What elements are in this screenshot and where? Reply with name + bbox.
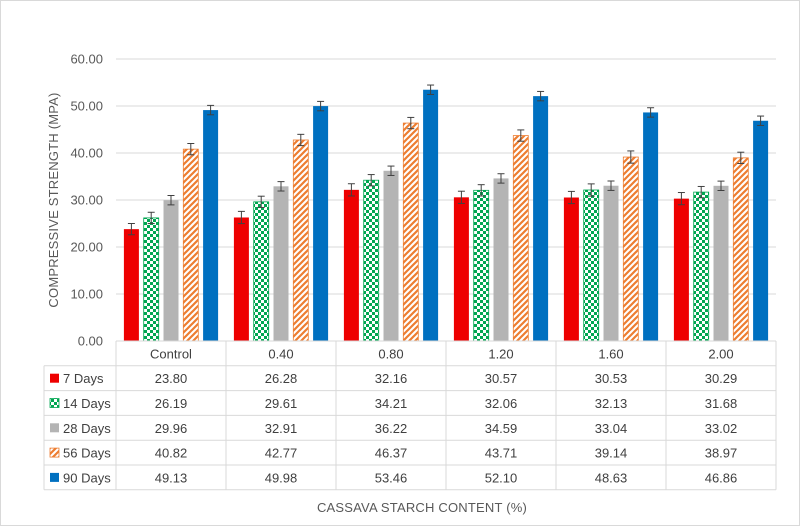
data-label: 32.91	[265, 421, 298, 436]
bar-56-days	[182, 148, 199, 342]
bar-28-days	[383, 170, 399, 341]
bar-14-days	[253, 201, 270, 342]
category-label: 0.40	[268, 346, 293, 361]
bar-7-days	[233, 217, 249, 341]
legend-swatch	[50, 472, 59, 482]
data-label: 32.16	[375, 371, 408, 386]
bar-56-days	[402, 122, 419, 342]
bar-28-days	[493, 178, 509, 341]
bar-56-days	[622, 156, 639, 342]
y-tick-label: 50.00	[70, 99, 103, 114]
y-tick-label: 60.00	[70, 52, 103, 67]
data-label: 34.59	[485, 421, 518, 436]
y-tick-label: 20.00	[70, 240, 103, 255]
data-label: 32.06	[485, 396, 518, 411]
bar-7-days	[123, 229, 139, 341]
bar-7-days	[673, 198, 689, 341]
data-label: 29.61	[265, 396, 298, 411]
category-label: 2.00	[708, 346, 733, 361]
data-label: 36.22	[375, 421, 408, 436]
bar-14-days	[693, 191, 710, 342]
legend-swatch	[49, 447, 60, 458]
data-label: 42.77	[265, 446, 298, 461]
bar-90-days	[313, 106, 329, 342]
data-label: 40.82	[155, 446, 188, 461]
data-label: 26.19	[155, 396, 188, 411]
bar-90-days	[533, 96, 549, 341]
bar-7-days	[343, 189, 359, 341]
legend-swatch	[50, 423, 59, 433]
data-label: 30.53	[595, 371, 628, 386]
data-label: 33.04	[595, 421, 628, 436]
bar-90-days	[423, 89, 439, 341]
data-label: 33.02	[705, 421, 738, 436]
data-label: 30.29	[705, 371, 738, 386]
bar-14-days	[143, 217, 160, 342]
category-label: 1.20	[488, 346, 513, 361]
bar-14-days	[363, 179, 380, 342]
bar-14-days	[473, 189, 490, 342]
bar-56-days	[292, 139, 309, 342]
bar-90-days	[643, 112, 659, 342]
y-tick-label: 10.00	[70, 287, 103, 302]
bar-90-days	[203, 110, 219, 342]
legend-label: 7 Days	[63, 371, 104, 386]
legend-swatch	[50, 373, 59, 383]
bar-7-days	[563, 197, 579, 341]
bar-28-days	[603, 185, 619, 341]
x-axis-title: CASSAVA STARCH CONTENT (%)	[317, 500, 527, 515]
legend-label: 14 Days	[63, 396, 111, 411]
bar-56-days	[512, 135, 529, 342]
data-label: 49.98	[265, 470, 298, 485]
data-label: 52.10	[485, 470, 518, 485]
y-tick-label: 40.00	[70, 146, 103, 161]
category-label: 0.80	[378, 346, 403, 361]
bar-14-days	[583, 189, 600, 342]
y-tick-label: 0.00	[78, 334, 103, 349]
data-label: 48.63	[595, 470, 628, 485]
legend-label: 90 Days	[63, 470, 111, 485]
bar-28-days	[273, 186, 289, 341]
bar-7-days	[453, 197, 469, 341]
y-tick-label: 30.00	[70, 193, 103, 208]
category-label: 1.60	[598, 346, 623, 361]
legend-label: 28 Days	[63, 421, 111, 436]
data-label: 32.13	[595, 396, 628, 411]
data-label: 30.57	[485, 371, 518, 386]
data-label: 46.37	[375, 446, 408, 461]
bar-28-days	[713, 185, 729, 341]
bar-28-days	[163, 200, 179, 341]
data-label: 38.97	[705, 446, 738, 461]
data-label: 49.13	[155, 470, 188, 485]
data-label: 43.71	[485, 446, 518, 461]
bar-90-days	[753, 120, 769, 342]
data-label: 53.46	[375, 470, 408, 485]
data-label: 29.96	[155, 421, 188, 436]
legend-swatch	[49, 398, 60, 408]
bar-56-days	[732, 157, 749, 342]
data-label: 31.68	[705, 396, 738, 411]
data-label: 26.28	[265, 371, 298, 386]
data-label: 34.21	[375, 396, 408, 411]
data-label: 23.80	[155, 371, 188, 386]
category-label: Control	[150, 346, 192, 361]
y-axis-title: COMPRESSIVE STRENGTH (MPA)	[46, 92, 61, 307]
legend-label: 56 Days	[63, 446, 111, 461]
data-label: 46.86	[705, 470, 738, 485]
data-label: 39.14	[595, 446, 628, 461]
